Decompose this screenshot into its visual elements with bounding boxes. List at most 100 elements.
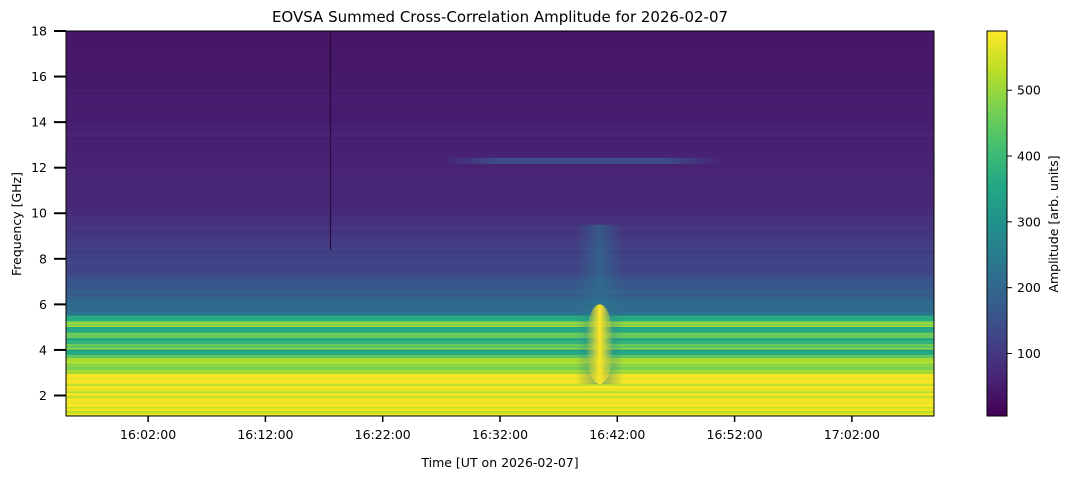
frequency-band-row bbox=[66, 196, 934, 199]
frequency-band-row bbox=[66, 255, 934, 257]
frequency-band-row bbox=[66, 46, 934, 49]
colorbar-axis: 100 200 300 400 500 bbox=[1007, 83, 1041, 361]
frequency-band-row bbox=[66, 326, 934, 329]
frequency-band-row bbox=[66, 88, 934, 91]
frequency-band-row bbox=[66, 148, 934, 151]
frequency-band-row bbox=[66, 140, 934, 143]
frequency-band-row bbox=[66, 319, 934, 322]
frequency-band-row bbox=[66, 354, 934, 357]
frequency-band-row bbox=[66, 284, 934, 287]
frequency-band-row bbox=[66, 256, 934, 259]
colorbar-tick-label: 200 bbox=[1017, 280, 1041, 295]
frequency-band-row bbox=[66, 38, 934, 40]
frequency-band-row bbox=[66, 215, 934, 218]
y-tick-label: 6 bbox=[39, 297, 47, 312]
frequency-band-row bbox=[66, 220, 934, 222]
frequency-band-row bbox=[66, 218, 934, 221]
frequency-band-row bbox=[66, 350, 934, 353]
frequency-band-row bbox=[66, 110, 934, 113]
frequency-band-row bbox=[66, 246, 934, 249]
frequency-band-row bbox=[66, 43, 934, 46]
frequency-band-row bbox=[66, 239, 934, 242]
frequency-band-row bbox=[66, 276, 934, 278]
frequency-band-row bbox=[66, 382, 934, 385]
frequency-band-row bbox=[66, 77, 934, 80]
frequency-band-row bbox=[66, 336, 934, 339]
frequency-band-row bbox=[66, 119, 934, 122]
frequency-band-row bbox=[66, 367, 934, 369]
frequency-band-row bbox=[66, 414, 934, 416]
frequency-band-row bbox=[66, 39, 934, 42]
flare-burst bbox=[585, 304, 614, 385]
frequency-band-row bbox=[66, 54, 934, 57]
frequency-band-row bbox=[66, 204, 934, 207]
frequency-band-row bbox=[66, 404, 934, 407]
frequency-band-row bbox=[66, 70, 934, 73]
frequency-band-row bbox=[66, 361, 934, 364]
frequency-band-row bbox=[66, 399, 934, 402]
frequency-band-row bbox=[66, 340, 934, 343]
frequency-band-row bbox=[66, 227, 934, 229]
frequency-band-row bbox=[66, 117, 934, 120]
frequency-band-row bbox=[66, 410, 934, 413]
frequency-band-row bbox=[66, 211, 934, 214]
frequency-band-row bbox=[66, 208, 934, 211]
frequency-band-row bbox=[66, 390, 934, 393]
frequency-band-row bbox=[66, 186, 934, 189]
frequency-band-row bbox=[66, 252, 934, 255]
frequency-band-row bbox=[66, 109, 934, 112]
frequency-band-row bbox=[66, 260, 934, 263]
frequency-band-row bbox=[66, 78, 934, 81]
frequency-band-row bbox=[66, 75, 934, 78]
frequency-band-row bbox=[66, 112, 934, 115]
frequency-band-row bbox=[66, 305, 934, 308]
frequency-band-row bbox=[66, 374, 934, 376]
frequency-band-row bbox=[66, 299, 934, 302]
frequency-band-row bbox=[66, 302, 934, 305]
frequency-band-row bbox=[66, 411, 934, 414]
frequency-band-row bbox=[66, 53, 934, 56]
y-tick-label: 2 bbox=[39, 388, 47, 403]
frequency-band-row bbox=[66, 269, 934, 271]
frequency-band-row bbox=[66, 201, 934, 204]
frequency-band-row bbox=[66, 304, 934, 306]
frequency-band-row bbox=[66, 402, 934, 404]
colorbar bbox=[986, 30, 1008, 417]
frequency-band-row bbox=[66, 35, 934, 38]
frequency-band-row bbox=[66, 113, 934, 116]
frequency-band-row bbox=[66, 224, 934, 227]
frequency-band-row bbox=[66, 91, 934, 94]
frequency-band-row bbox=[66, 172, 934, 175]
frequency-band-row bbox=[66, 355, 934, 358]
frequency-band-row bbox=[66, 285, 934, 288]
frequency-band-row bbox=[66, 280, 934, 283]
frequency-band-row bbox=[66, 63, 934, 66]
frequency-band-row bbox=[66, 358, 934, 361]
frequency-band-row bbox=[66, 94, 934, 96]
frequency-band-row bbox=[66, 105, 934, 108]
frequency-band-row bbox=[66, 185, 934, 187]
frequency-band-row bbox=[66, 178, 934, 180]
frequency-band-row bbox=[66, 116, 934, 119]
x-tick-label: 16:22:00 bbox=[355, 427, 411, 442]
frequency-band-row bbox=[66, 175, 934, 178]
frequency-band-row bbox=[66, 263, 934, 266]
frequency-band-row bbox=[66, 165, 934, 168]
frequency-band-row bbox=[66, 383, 934, 386]
frequency-band-row bbox=[66, 243, 934, 246]
y-tick-label: 8 bbox=[39, 251, 47, 266]
frequency-band-row bbox=[66, 270, 934, 273]
frequency-band-row bbox=[66, 313, 934, 316]
y-tick-label: 18 bbox=[31, 24, 47, 39]
frequency-band-row bbox=[66, 379, 934, 382]
spectrogram-plot-area bbox=[66, 31, 934, 416]
frequency-band-row bbox=[66, 190, 934, 193]
frequency-band-row bbox=[66, 347, 934, 350]
frequency-band-row bbox=[66, 60, 934, 63]
frequency-band-row bbox=[66, 85, 934, 88]
y-axis-label: Frequency [GHz] bbox=[9, 172, 24, 276]
frequency-band-row bbox=[66, 169, 934, 172]
frequency-band-row bbox=[66, 45, 934, 47]
frequency-band-row bbox=[66, 341, 934, 344]
frequency-band-row bbox=[66, 143, 934, 145]
